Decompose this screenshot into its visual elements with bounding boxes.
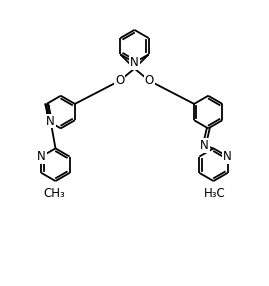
Text: N: N	[223, 150, 232, 163]
Text: O: O	[115, 74, 124, 87]
Text: O: O	[145, 74, 154, 87]
Text: N: N	[200, 139, 209, 152]
Text: N: N	[130, 56, 139, 69]
Text: CH₃: CH₃	[43, 187, 65, 200]
Text: N: N	[37, 150, 46, 163]
Text: H₃C: H₃C	[204, 187, 226, 200]
Text: N: N	[46, 114, 55, 128]
